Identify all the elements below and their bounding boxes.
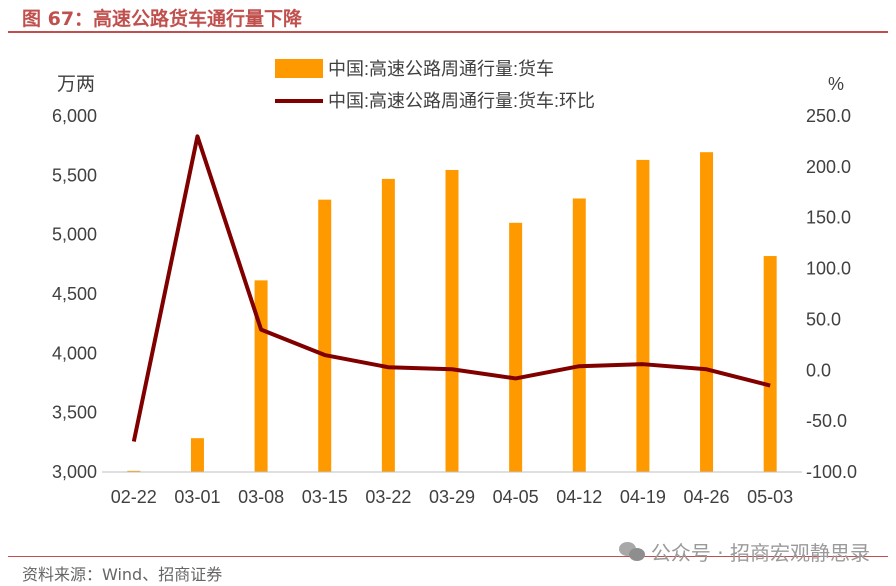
x-tick-label: 03-22 (365, 487, 411, 507)
x-tick-label: 03-29 (429, 487, 475, 507)
x-tick-label: 04-26 (684, 487, 730, 507)
x-tick-label: 04-05 (493, 487, 539, 507)
bar-03-15 (318, 199, 332, 472)
left-tick-label: 5,500 (52, 165, 97, 185)
watermark: 公众号 · 招商宏观静思录 (618, 537, 870, 566)
right-tick-label: 250.0 (806, 106, 851, 126)
bar-04-19 (636, 159, 650, 472)
source-note: 资料来源：Wind、招商证券 (22, 565, 223, 584)
left-tick-label: 5,000 (52, 225, 97, 245)
title-rule (8, 31, 888, 33)
x-tick-label: 04-12 (556, 487, 602, 507)
x-tick-label: 02-22 (111, 487, 157, 507)
right-tick-label: 50.0 (806, 309, 841, 329)
bar-02-22 (127, 470, 141, 472)
left-tick-labels: 3,000 3,500 4,000 4,500 5,000 5,500 6,000 (52, 106, 97, 482)
x-tick-label: 03-08 (238, 487, 284, 507)
x-tick-label: 04-19 (620, 487, 666, 507)
right-tick-label: 100.0 (806, 259, 851, 279)
legend-bar-label: 中国:高速公路周通行量:货车 (328, 59, 554, 79)
x-tick-label: 03-15 (302, 487, 348, 507)
left-tick-label: 4,500 (52, 284, 97, 304)
bar-04-12 (572, 198, 586, 472)
left-tick-label: 4,000 (52, 343, 97, 363)
right-tick-label: -50.0 (806, 411, 847, 431)
x-tick-labels: 02-22 03-01 03-08 03-15 03-22 03-29 04-05 04-12… (111, 487, 793, 507)
right-tick-label: 200.0 (806, 157, 851, 177)
x-tick-label: 03-01 (174, 487, 220, 507)
left-tick-label: 3,000 (52, 462, 97, 482)
bar-03-29 (445, 169, 459, 472)
left-tick-label: 3,500 (52, 403, 97, 423)
bar-03-01 (190, 438, 204, 472)
legend-bar-swatch (275, 59, 323, 78)
bar-04-26 (700, 152, 714, 472)
footer-rule (8, 556, 888, 557)
legend: 中国:高速公路周通行量:货车 中国:高速公路周通行量:货车:环比 (275, 59, 595, 111)
left-tick-label: 6,000 (52, 106, 97, 126)
bar-03-08 (254, 280, 268, 472)
figure-title: 图 67：高速公路货车通行量下降 (22, 8, 303, 30)
right-tick-label: 150.0 (806, 208, 851, 228)
right-tick-labels: -100.0 -50.0 0.0 50.0 100.0 150.0 200.0 250.0 (806, 106, 857, 482)
watermark-text: 公众号 · 招商宏观静思录 (650, 541, 870, 565)
wechat-icon (618, 541, 645, 562)
bar-series (127, 152, 777, 473)
right-tick-label: 0.0 (806, 360, 831, 380)
left-axis-unit: 万两 (57, 74, 95, 95)
ratio-line (131, 134, 771, 442)
bar-04-05 (509, 222, 523, 472)
right-axis-unit: % (828, 74, 844, 94)
x-tick-label: 05-03 (747, 487, 793, 507)
bar-05-03 (763, 256, 777, 472)
right-tick-label: -100.0 (806, 462, 857, 482)
bar-03-22 (381, 178, 395, 473)
legend-line-label: 中国:高速公路周通行量:货车:环比 (328, 91, 595, 111)
